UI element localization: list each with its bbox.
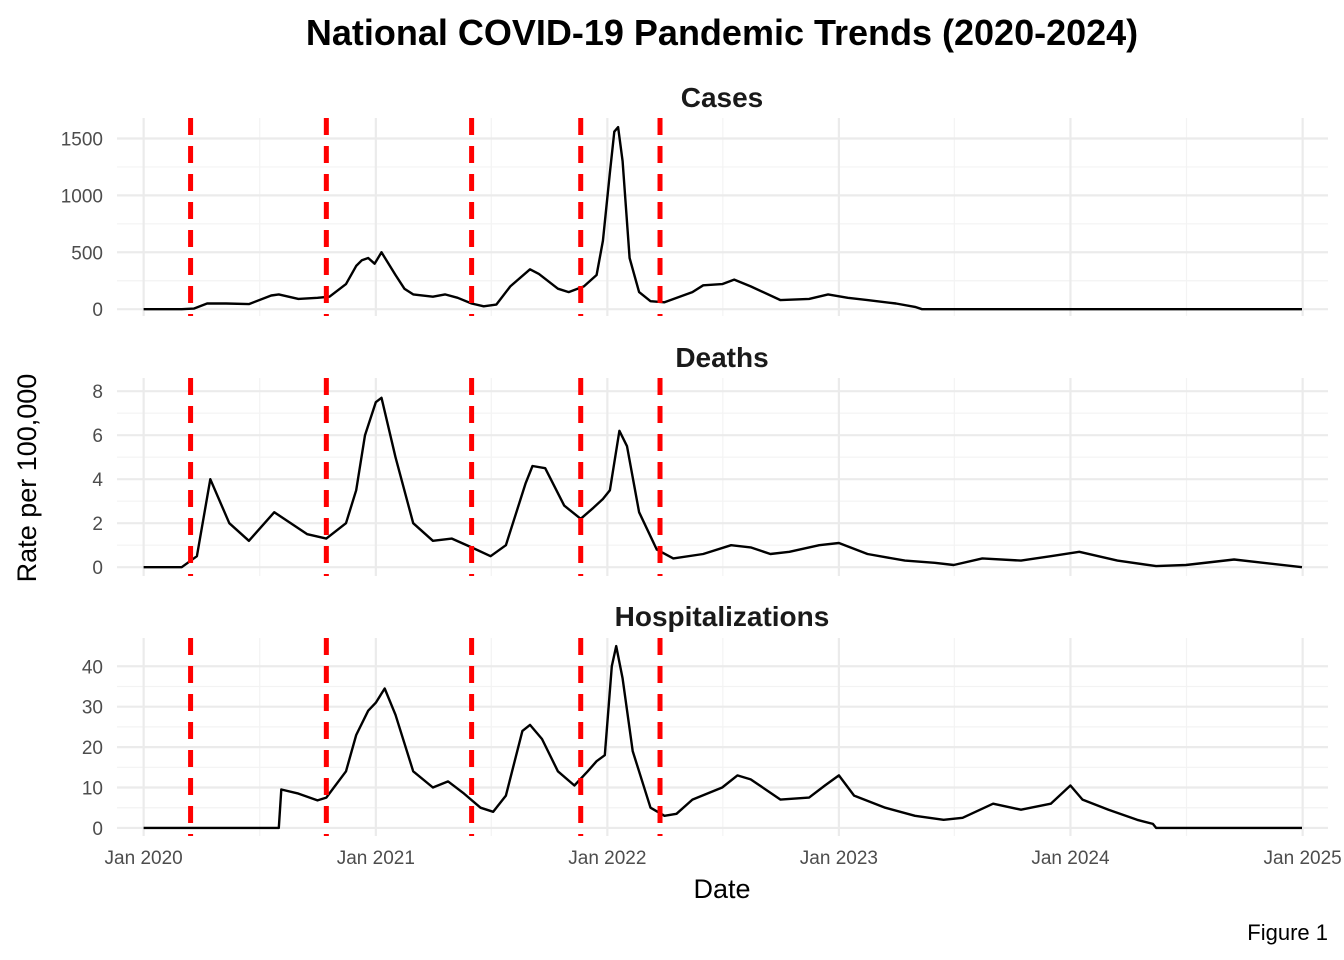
y-tick-label-deaths: 6 xyxy=(92,426,103,447)
figure-caption: Figure 1 xyxy=(1247,920,1328,945)
y-tick-label-deaths: 2 xyxy=(92,514,103,535)
y-tick-label-deaths: 4 xyxy=(92,470,103,491)
y-tick-label-cases: 0 xyxy=(92,300,103,321)
series-line-cases xyxy=(143,125,1302,311)
series-line-hospitalizations xyxy=(143,644,1302,830)
chart-title: National COVID-19 Pandemic Trends (2020-… xyxy=(306,12,1138,53)
x-tick-label: Jan 2022 xyxy=(568,848,646,869)
y-tick-label-hospitalizations: 20 xyxy=(82,738,103,759)
panel-title-cases: Cases xyxy=(681,82,764,113)
y-tick-label-deaths: 0 xyxy=(92,558,103,579)
panel-cases: Cases 0 500 1000 1500 xyxy=(61,82,1328,321)
y-tick-label-cases: 500 xyxy=(71,243,103,264)
y-tick-label-hospitalizations: 0 xyxy=(92,819,103,840)
x-tick-label: Jan 2025 xyxy=(1264,848,1342,869)
y-tick-label-deaths: 8 xyxy=(92,382,103,403)
y-tick-label-hospitalizations: 40 xyxy=(82,657,103,678)
x-tick-label: Jan 2023 xyxy=(800,848,878,869)
y-tick-label-hospitalizations: 30 xyxy=(82,698,103,719)
y-tick-label-cases: 1000 xyxy=(61,186,103,207)
x-tick-label: Jan 2021 xyxy=(337,848,415,869)
series-line-deaths xyxy=(143,396,1303,569)
panel-title-deaths: Deaths xyxy=(675,342,768,373)
y-tick-label-cases: 1500 xyxy=(61,129,103,150)
panel-deaths: Deaths 0 2 4 6 8 xyxy=(92,342,1328,579)
y-tick-label-hospitalizations: 10 xyxy=(82,779,103,800)
panel-hospitalizations: Hospitalizations 0 10 20 30 40 xyxy=(82,601,1328,840)
panel-title-hospitalizations: Hospitalizations xyxy=(615,601,830,632)
y-axis-title: Rate per 100,000 xyxy=(12,374,42,583)
x-axis: Jan 2020 Jan 2021 Jan 2022 Jan 2023 Jan 2024… xyxy=(105,848,1342,869)
x-tick-label: Jan 2020 xyxy=(105,848,183,869)
x-tick-label: Jan 2024 xyxy=(1031,848,1110,869)
x-axis-title: Date xyxy=(693,874,750,904)
